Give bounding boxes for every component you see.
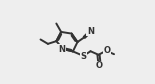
Text: N: N — [58, 45, 65, 54]
Text: N: N — [87, 27, 94, 36]
Text: O: O — [96, 61, 103, 70]
Text: S: S — [80, 52, 86, 61]
Text: O: O — [103, 46, 110, 55]
